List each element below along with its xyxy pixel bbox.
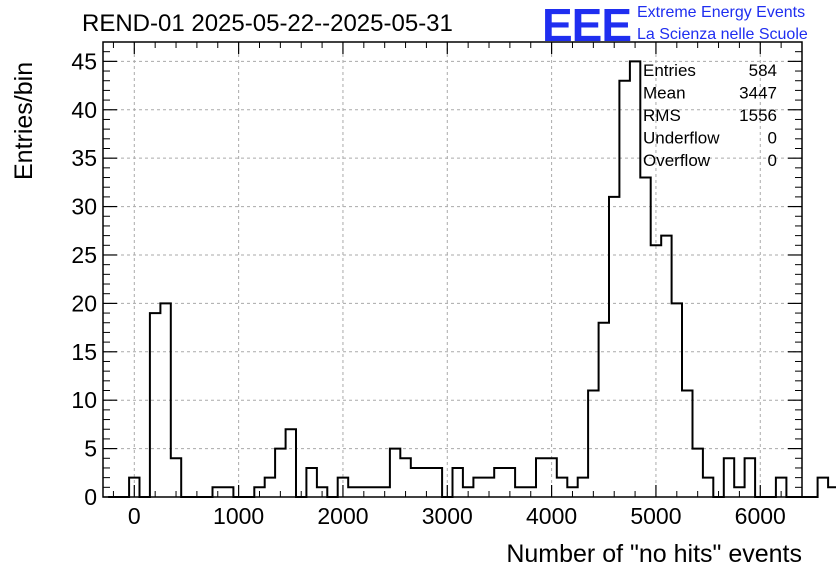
axis-ticks: 0 1000 2000 3000 4000 5000 6000051015202530354… [71,42,803,529]
y-axis-label: Entries/bin [10,62,38,180]
histogram-line [108,60,836,498]
plot-frame [102,41,803,498]
x-tick-label: 0 [128,503,141,529]
stat-key: RMS [643,106,681,125]
y-tick-label: 20 [71,290,97,316]
stats-box: Entries 584 Mean 3447 RMS 1556 Underflow 0 Overf… [643,61,777,170]
y-tick-label: 5 [84,436,97,462]
stat-value: 0 [768,129,777,148]
eee-logo: EEE Extreme Energy Events La Scienza nel… [542,0,832,51]
stat-value: 0 [768,151,777,170]
x-tick-label: 5000 [630,503,681,529]
y-tick-label: 30 [71,194,97,220]
x-axis-label: Number of "no hits" events [506,540,802,568]
stat-key: Entries [643,61,696,80]
stat-key: Underflow [643,129,720,148]
x-tick-label: 6000 [735,503,786,529]
x-tick-label: 2000 [317,503,368,529]
logo-line-2: La Scienza nelle Scuole [637,26,808,43]
y-tick-label: 35 [71,145,97,171]
grid-lines [103,42,802,497]
y-tick-label: 10 [71,387,97,413]
x-tick-label: 3000 [422,503,473,529]
y-tick-label: 15 [71,339,97,365]
y-tick-label: 0 [84,484,97,510]
chart-title: REND-01 2025-05-22--2025-05-31 [82,10,453,37]
stat-value: 1556 [739,106,777,125]
stat-value: 584 [749,61,777,80]
stat-key: Overflow [643,151,711,170]
logo-line-1: Extreme Energy Events [637,4,806,21]
y-tick-label: 40 [71,97,97,123]
x-tick-label: 1000 [213,503,264,529]
stat-key: Mean [643,84,686,103]
x-tick-label: 4000 [526,503,577,529]
y-tick-label: 45 [71,48,97,74]
stat-value: 3447 [739,84,777,103]
y-tick-label: 25 [71,242,97,268]
